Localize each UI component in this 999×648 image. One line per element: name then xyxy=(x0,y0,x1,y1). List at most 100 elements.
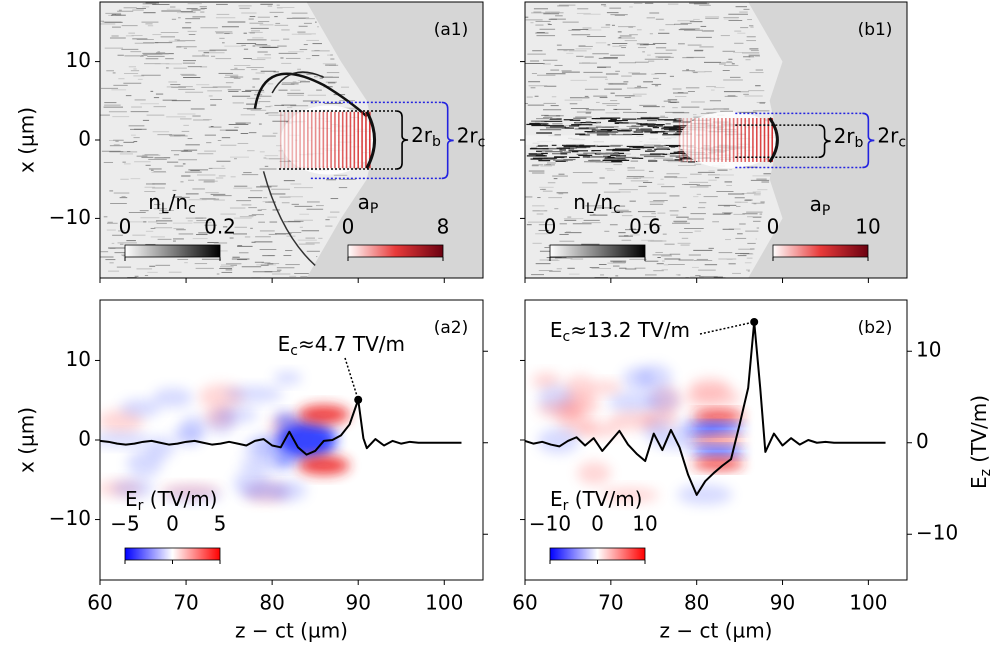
density-arc xyxy=(253,72,368,118)
colorbar-label: nL/nc xyxy=(148,190,196,218)
field-blob xyxy=(239,457,285,472)
field-blob xyxy=(577,422,621,438)
y-tick-label: 0 xyxy=(78,127,91,151)
field-blob xyxy=(274,451,296,468)
colorbar-tick-label: −5 xyxy=(110,512,139,536)
y-tick-label: 0 xyxy=(78,427,91,451)
colorbar-tick-label: 0 xyxy=(166,512,179,536)
colorbar-tick-label: 0 xyxy=(119,215,132,239)
label-part: E xyxy=(278,332,291,356)
peak-dot xyxy=(354,395,363,404)
colorbar-label: Er (TV/m) xyxy=(125,487,218,515)
label-part: 2r xyxy=(457,123,479,147)
field-blob xyxy=(152,387,193,408)
field-blob xyxy=(120,399,161,418)
field-blob xyxy=(637,364,673,391)
label-part: 2r xyxy=(877,123,899,147)
label-part: z xyxy=(978,469,994,476)
field-blob xyxy=(608,391,659,413)
label-part: r xyxy=(563,498,569,514)
field-blob xyxy=(692,435,744,445)
brace xyxy=(818,124,831,159)
colorbar-tick-label: 0 xyxy=(767,215,780,239)
x-tick-label: 90 xyxy=(345,591,370,615)
label-part: 2r xyxy=(834,124,856,148)
label-part: (TV/m) xyxy=(143,487,217,511)
label-part: c xyxy=(563,329,571,345)
peak-dot xyxy=(750,317,759,326)
colorbar-tick-label: 0 xyxy=(342,215,355,239)
field-blob xyxy=(255,435,283,458)
label-part: E xyxy=(550,487,563,511)
colorbar-label: Er (TV/m) xyxy=(550,487,643,515)
y-axis-label: x (µm) xyxy=(15,107,39,173)
field-blob xyxy=(600,487,659,503)
label-part: c xyxy=(290,343,298,359)
colorbar xyxy=(124,547,221,561)
label-part: ≈13.2 TV/m xyxy=(570,318,690,342)
colorbar-tick-label: 0 xyxy=(544,215,557,239)
field-blob xyxy=(180,415,207,441)
bracket-label: 2rc xyxy=(457,123,486,151)
axes-frame xyxy=(99,299,484,581)
field-blob xyxy=(692,447,744,457)
x-tick-label: 70 xyxy=(598,591,623,615)
axes-frame xyxy=(99,1,484,279)
colorbar-tick-label: 10 xyxy=(855,215,880,239)
field-blob xyxy=(692,423,744,433)
field-blob xyxy=(677,484,733,505)
label-part: c xyxy=(613,201,621,217)
label-part: c xyxy=(478,134,486,150)
label-part: a xyxy=(810,192,822,216)
field-blob xyxy=(577,461,611,485)
panel-label: (b1) xyxy=(858,20,893,40)
colorbar xyxy=(124,244,221,258)
field-blob xyxy=(160,484,220,498)
label-part: r xyxy=(138,498,144,514)
y2-tick-label: −10 xyxy=(916,521,958,545)
label-part: /n xyxy=(594,190,613,214)
leader-line xyxy=(699,321,755,335)
field-blob xyxy=(531,372,561,389)
colorbar-tick-label: 8 xyxy=(437,215,450,239)
panel-label: (a2) xyxy=(434,318,469,338)
bracket-label: 2rc xyxy=(877,123,906,151)
y-tick-label: 10 xyxy=(66,48,91,72)
x-axis-label: z − ct (µm) xyxy=(235,619,348,643)
x-tick-label: 80 xyxy=(259,591,284,615)
label-part: /n xyxy=(169,190,188,214)
annotation: Ec≈13.2 TV/m xyxy=(550,318,690,346)
bubble xyxy=(280,105,376,175)
label-part: ≈4.7 TV/m xyxy=(298,332,405,356)
field-blob xyxy=(224,386,284,403)
label-part: E xyxy=(125,487,138,511)
field-blob xyxy=(276,420,337,460)
label-part: 2r xyxy=(411,123,433,147)
annotation: Ec≈4.7 TV/m xyxy=(278,332,405,360)
field-blob xyxy=(274,412,296,429)
plot-area xyxy=(100,2,483,278)
colorbar-tick-label: 5 xyxy=(214,512,227,536)
x-axis-label: z − ct (µm) xyxy=(660,619,773,643)
label-part: b xyxy=(855,135,864,151)
bracket-label: 2rb xyxy=(411,123,441,151)
colorbar-label: aP xyxy=(810,192,831,220)
density-arc xyxy=(262,171,316,267)
label-part: c xyxy=(898,134,906,150)
colorbar-tick-label: −10 xyxy=(529,512,571,536)
label-part: (TV/m) xyxy=(568,487,642,511)
field-blob xyxy=(216,406,258,423)
bubble-front xyxy=(768,117,779,163)
field-blob xyxy=(692,458,744,470)
y2-tick-label: 0 xyxy=(916,429,929,453)
colorbar-label: nL/nc xyxy=(573,190,621,218)
plot-area xyxy=(525,300,907,580)
label-part: L xyxy=(586,201,594,217)
field-blob xyxy=(646,387,679,413)
field-blob xyxy=(537,427,580,454)
axes-frame xyxy=(524,299,908,581)
panel-label: (a1) xyxy=(434,20,469,40)
label-part: a xyxy=(358,190,370,214)
bracket-label: 2rb xyxy=(834,124,864,152)
